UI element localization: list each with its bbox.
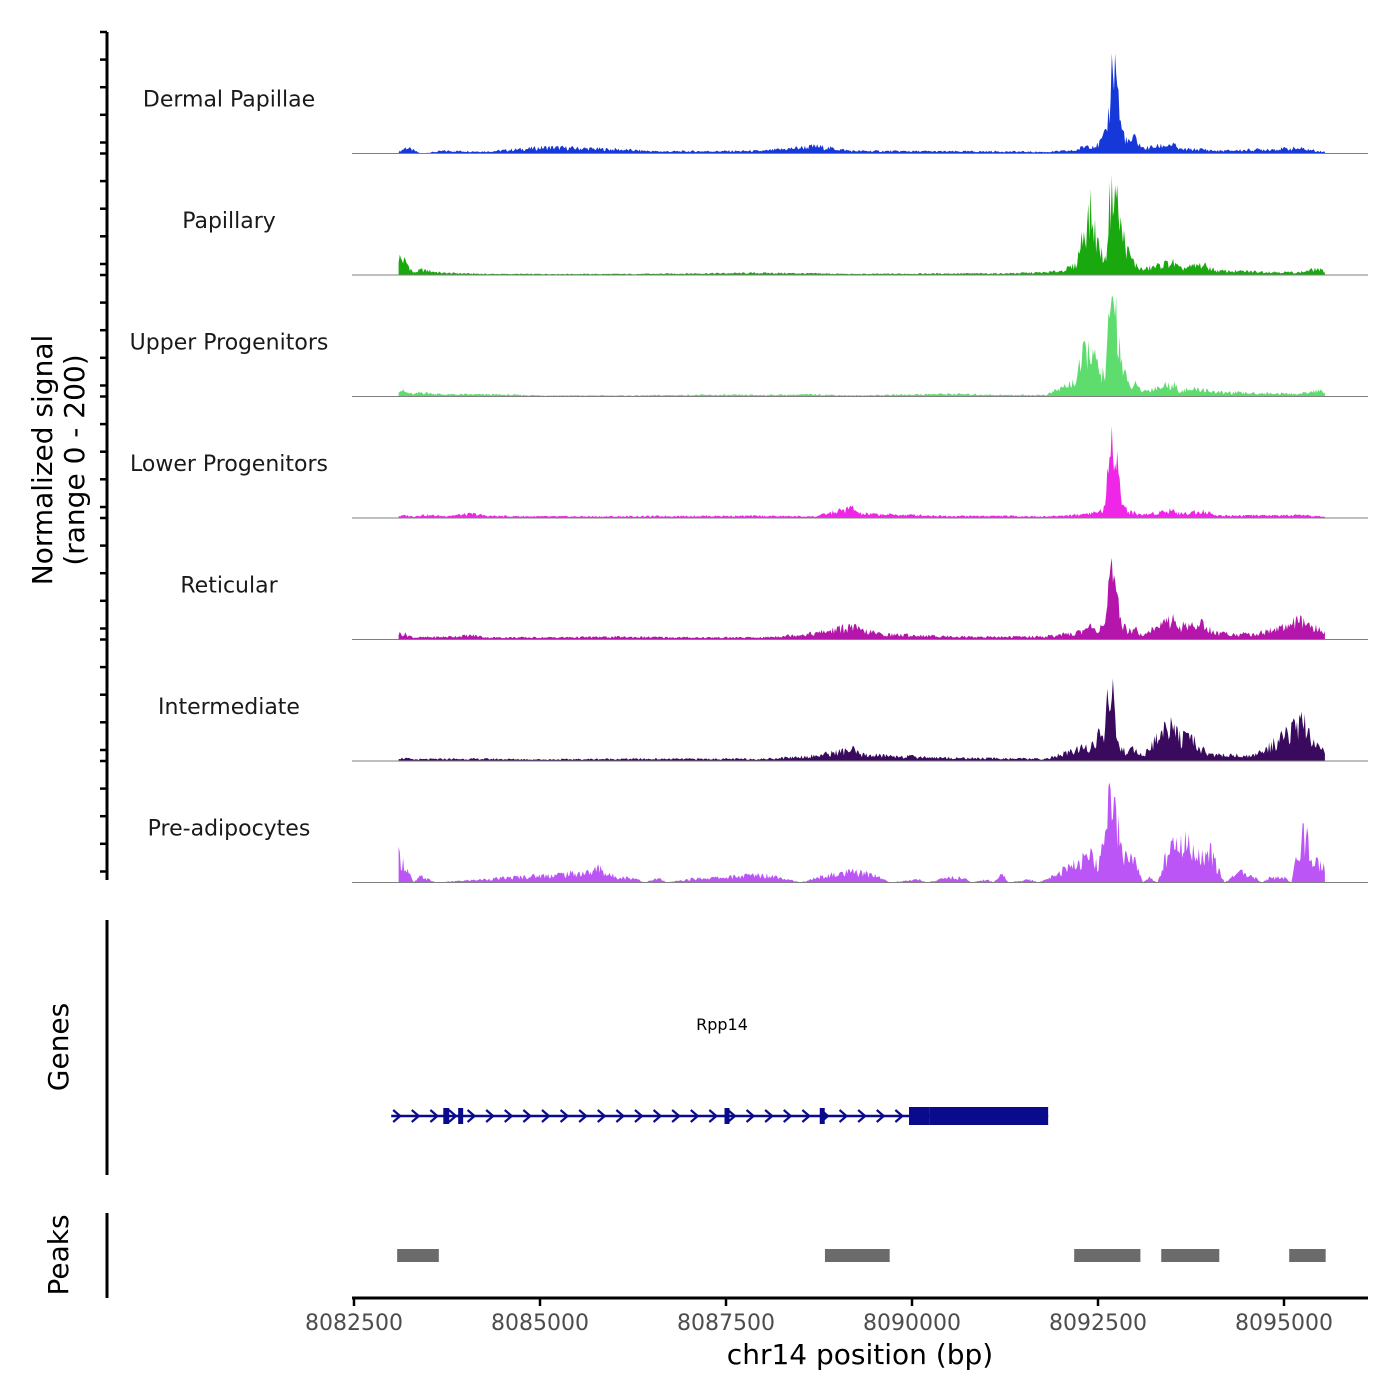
strand-arrow [411,1109,421,1123]
strand-arrow [727,1109,737,1123]
track-upper-progenitors: Upper Progenitors [130,296,1368,397]
signal-y-ticks [100,30,107,873]
x-axis-ticks: 8082500 8085000 8087500 8090000 8092500 80950… [305,1298,1333,1336]
gene-model-rpp14 [391,1107,1049,1125]
x-tick-label: 8082500 [305,1311,403,1336]
gene-exon [819,1108,825,1124]
strand-arrow [783,1109,793,1123]
peak-region [1289,1249,1326,1262]
strand-arrow [876,1109,886,1123]
track-pre-adipocytes: Pre-adipocytes [148,782,1368,883]
signal-area-lower-progenitors [398,425,1325,518]
gene-exon [724,1108,730,1124]
strand-arrow [690,1109,700,1123]
gene-exon [909,1107,930,1125]
track-reticular: Reticular [180,557,1368,640]
strand-arrow [522,1109,533,1123]
gene-exon [443,1108,450,1124]
strand-arrow [745,1109,756,1123]
signal-tracks: Dermal Papillae Papillary Upper Progenitor… [130,53,1368,883]
track-label-pre-adipocytes: Pre-adipocytes [148,817,311,842]
signal-area-papillary [398,175,1325,275]
gene-exon [458,1108,464,1124]
y-axis-subtitle: (range 0 - 200) [58,354,91,565]
strand-arrow [671,1109,681,1123]
peak-region [824,1249,890,1262]
signal-area-reticular [398,557,1325,640]
peaks-panel-title: Peaks [42,1214,75,1295]
track-dermal-papillae: Dermal Papillae [143,53,1368,154]
strand-arrow [597,1109,607,1123]
strand-arrow [578,1109,588,1123]
gene-exon [929,1107,1049,1125]
genes-panel-title: Genes [42,1003,75,1091]
track-label-papillary: Papillary [182,209,276,234]
strand-arrow [559,1109,570,1123]
x-axis-title: chr14 position (bp) [727,1338,993,1371]
track-label-intermediate: Intermediate [158,695,300,720]
peak-regions [397,1249,1326,1262]
strand-arrow [634,1109,644,1123]
strand-arrow [466,1109,477,1123]
strand-arrow [838,1109,849,1123]
peak-region [397,1249,439,1262]
track-label-lower-progenitors: Lower Progenitors [130,452,328,477]
strand-arrow [541,1109,551,1123]
peak-region [1161,1249,1220,1262]
strand-arrow [615,1109,626,1123]
strand-arrow [652,1109,663,1123]
strand-arrow [485,1109,495,1123]
y-axis-title: Normalized signal [26,335,59,586]
x-tick-label: 8090000 [863,1311,961,1336]
strand-arrow [857,1109,867,1123]
strand-arrow [392,1109,402,1123]
track-label-upper-progenitors: Upper Progenitors [130,331,329,356]
track-intermediate: Intermediate [158,678,1368,762]
gene-name-label: Rpp14 [696,1015,748,1034]
track-lower-progenitors: Lower Progenitors [130,425,1368,519]
track-label-dermal-papillae: Dermal Papillae [143,88,315,113]
strand-arrow [448,1109,458,1123]
signal-area-pre-adipocytes [398,782,1325,883]
strand-arrow [801,1109,812,1123]
x-tick-label: 8085000 [491,1311,589,1336]
signal-area-upper-progenitors [398,296,1325,397]
strand-arrow [764,1109,774,1123]
strand-arrow [708,1109,719,1123]
signal-area-intermediate [398,678,1325,761]
strand-arrow [429,1109,440,1123]
peak-region [1074,1249,1141,1262]
track-label-reticular: Reticular [180,574,278,599]
strand-arrow [504,1109,514,1123]
signal-area-dermal-papillae [398,53,1325,154]
x-tick-label: 8095000 [1235,1311,1333,1336]
x-tick-label: 8087500 [677,1311,775,1336]
track-papillary: Papillary [182,175,1368,276]
strand-arrow [894,1109,905,1123]
x-tick-label: 8092500 [1049,1311,1147,1336]
